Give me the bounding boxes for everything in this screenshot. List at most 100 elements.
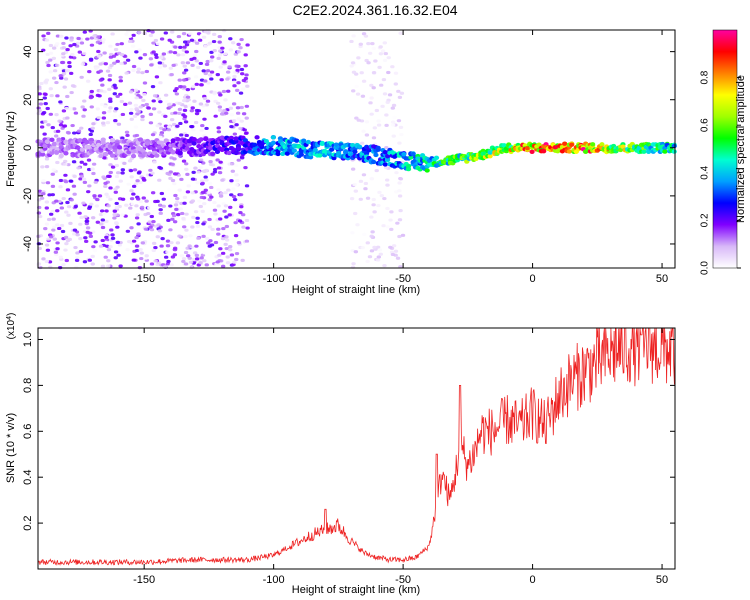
spectrogram-cell [129,226,134,230]
spectrogram-cell [102,51,107,55]
spectrogram-cell [294,138,300,143]
spectrogram-cell [239,205,244,209]
spectrogram-cell [158,208,163,212]
spectrogram-cell [383,165,389,170]
spectrogram-cell [186,184,191,188]
spectrogram-cell [170,217,175,221]
spectrogram-cell [150,85,156,89]
spectrogram-cell [202,202,207,206]
spectrogram-cell [363,181,369,186]
spectrogram-cell [116,253,121,257]
spectrogram-cell [46,63,51,68]
spectrogram-cell [36,211,42,215]
spectrogram-cell [138,180,143,184]
spectrogram-cell [103,184,108,189]
spectrogram-cell [198,61,204,66]
spectrogram-cell [163,31,168,35]
spectrogram-cell [356,56,361,60]
spectrogram-cell [352,182,357,187]
spectrogram-cell [397,181,402,185]
spectrogram-cell [159,191,165,196]
spectrogram-cell [84,139,90,145]
spectrogram-cell [270,135,276,140]
spectrogram-cell [349,39,354,44]
spectrogram-cell [374,108,380,113]
spectrogram-cell [83,236,88,240]
spectrogram-cell [95,142,102,148]
spectrogram-cell [226,188,231,192]
snr-ytick-label: 1.0 [22,332,34,347]
spectrogram-cell [198,102,204,106]
spectrogram-xtick-label: -50 [395,273,411,285]
spectrogram-cell [245,226,250,230]
spectrogram-cell [93,66,99,70]
spectrogram-cell [202,169,208,173]
spectrogram-cell [397,234,402,239]
spectrogram-cell [235,106,241,110]
spectrogram-cell [190,225,195,229]
spectrogram-cell [61,263,66,267]
spectrogram-cell [223,191,228,195]
spectrogram-cell [61,46,67,50]
spectrogram-cell [77,50,83,54]
spectrogram-cell [64,242,69,246]
colorbar: 0.0 0.2 0.4 0.6 0.8 Normalized spectral ampl… [700,29,747,275]
spectrogram-cell [312,147,318,153]
spectrogram-cell [108,197,113,201]
spectrogram-cell [191,128,196,132]
spectrogram-cell [137,31,142,35]
spectrogram-cell [391,134,396,138]
spectrogram-cell [166,102,172,107]
spectrogram-cell [44,243,50,247]
spectrogram-cell [147,220,152,224]
spectrogram-cell [388,218,393,222]
spectrogram-cell [209,195,214,199]
spectrogram-cell [48,51,54,55]
spectrogram-cell [64,36,69,40]
spectrogram-cell [100,264,106,268]
spectrogram-cell [203,44,208,48]
spectrogram-cell [98,69,103,73]
spectrogram-cell [119,61,124,66]
spectrogram-cell [151,50,156,54]
spectrogram-cell [113,118,118,123]
spectrogram-cell [71,232,77,236]
spectrogram-cell [199,256,204,260]
spectrogram-cell [195,216,200,220]
spectrogram-cell [37,92,42,96]
spectrogram-cell [385,225,390,229]
spectrogram-cell [101,116,107,120]
spectrogram-cell [190,63,195,67]
spectrogram-cell [237,219,243,223]
spectrogram-cell [179,133,184,137]
spectrogram-cell [389,227,394,232]
spectrogram-cell [369,96,374,100]
spectrogram-cell [204,62,210,66]
spectrogram-cell [360,94,366,98]
snr-xtick-label: 0 [530,574,536,586]
spectrogram-cell [49,137,55,143]
spectrogram-cell [76,129,82,133]
spectrogram-cell [45,60,50,65]
spectrogram-cell [165,262,171,266]
spectrogram-cell [353,189,359,193]
spectrogram-cell [136,222,141,226]
spectrogram-cell [641,149,647,154]
spectrogram-cell [78,237,83,241]
spectrogram-cell [55,34,61,38]
spectrogram-cell [242,128,247,132]
spectrogram-cell [410,151,416,157]
spectrogram-cell [215,158,220,162]
spectrogram-cell [205,99,211,103]
spectrogram-cell [377,248,383,252]
spectrogram-cell [182,71,187,75]
spectrogram-cell [382,41,388,45]
spectrogram-cell [61,72,67,76]
spectrogram-cell [81,201,86,205]
spectrogram-cell [102,152,109,157]
spectrogram-cell [51,217,56,221]
spectrogram-cell [371,197,376,202]
spectrogram-cell [63,248,68,252]
spectrogram-cell [234,64,239,68]
spectrogram-cell [99,102,105,107]
